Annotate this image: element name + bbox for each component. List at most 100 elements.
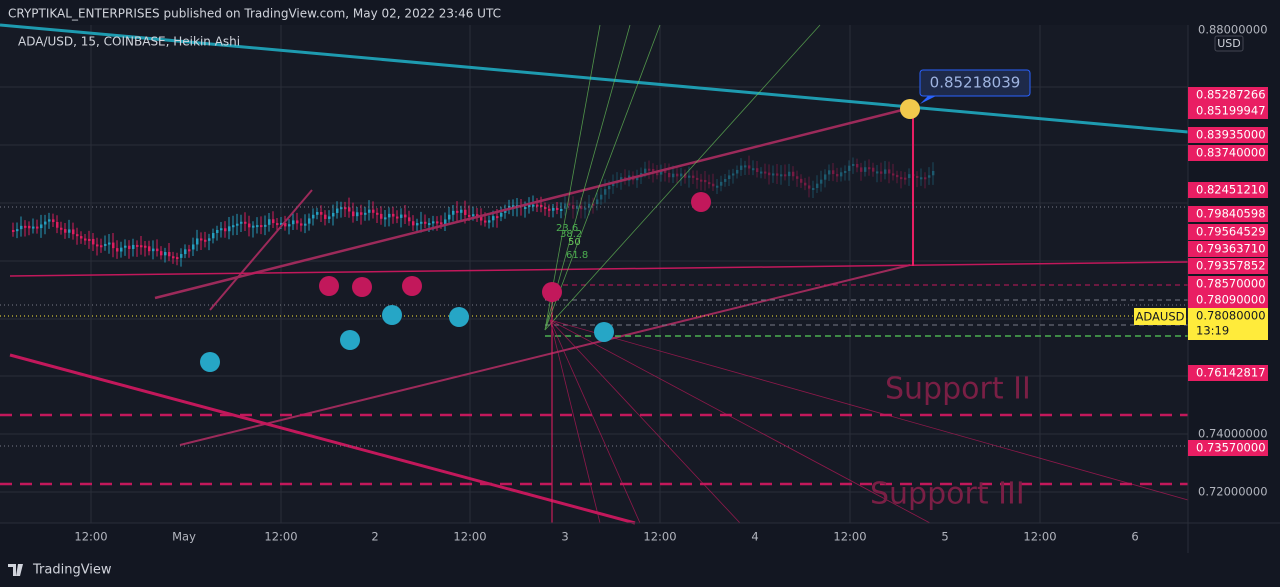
price-tag: 0.79357852: [1196, 259, 1266, 273]
candle: [144, 245, 147, 248]
candle: [288, 224, 291, 227]
price-tag: 0.78090000: [1196, 293, 1266, 307]
candle: [184, 249, 187, 255]
candle: [492, 216, 495, 221]
candle: [212, 233, 215, 239]
candle: [816, 183, 819, 189]
candle: [364, 212, 367, 215]
candle: [136, 244, 139, 247]
callout-box: [919, 69, 1031, 97]
candle: [796, 176, 799, 179]
time-label: 12:00: [264, 530, 297, 544]
candle: [792, 171, 795, 177]
price-tag: 0.73570000: [1196, 441, 1266, 455]
candle: [692, 175, 695, 178]
candle: [272, 219, 275, 224]
candle: [348, 207, 351, 212]
price-tag-box: [1188, 258, 1268, 274]
candle: [376, 212, 379, 215]
candle: [128, 245, 131, 249]
price-tag: 0.79363710: [1196, 242, 1266, 256]
candle: [536, 204, 539, 207]
candle: [20, 225, 23, 230]
candle: [104, 243, 107, 246]
candle: [812, 188, 815, 191]
candle: [464, 209, 467, 215]
candle: [896, 174, 899, 178]
candle: [52, 219, 55, 222]
candle: [888, 169, 891, 174]
candle: [840, 172, 843, 177]
drawings: [0, 23, 1189, 525]
candle: [176, 257, 179, 260]
price-label: 0.74000000: [1198, 427, 1268, 441]
candle: [532, 204, 535, 207]
price-tag-box: [1188, 224, 1268, 240]
logo: [8, 564, 23, 576]
price-tag-box: [1188, 87, 1268, 103]
candle: [564, 203, 567, 209]
time-label: 12:00: [1023, 530, 1056, 544]
candle: [844, 170, 847, 173]
candle: [872, 167, 875, 172]
candle: [544, 207, 547, 210]
candle: [28, 225, 31, 229]
candle: [668, 172, 671, 178]
callout-pointer: [920, 96, 936, 104]
candle: [476, 214, 479, 217]
callout: 0.85218039: [930, 74, 1021, 92]
candle: [596, 199, 599, 205]
candle: [428, 223, 431, 226]
candle: [284, 222, 287, 227]
price-tag-box: [1188, 292, 1268, 308]
candle: [620, 177, 623, 182]
candle: [876, 171, 879, 174]
time-label: 12:00: [453, 530, 486, 544]
candle: [332, 212, 335, 217]
candle: [644, 168, 647, 174]
candle: [560, 208, 563, 211]
candle: [60, 227, 63, 230]
candle: [24, 225, 27, 228]
last-price-box: [1188, 308, 1268, 340]
candle: [236, 223, 239, 226]
candle: [84, 238, 87, 241]
candle: [72, 229, 75, 235]
candle: [48, 219, 51, 222]
candle: [244, 221, 247, 224]
candle: [504, 209, 507, 213]
price-tag-box: [1188, 276, 1268, 292]
candle: [420, 221, 423, 224]
signals: [200, 99, 920, 372]
candle: [220, 228, 223, 231]
candle: [324, 214, 327, 219]
candle: [736, 169, 739, 174]
candle: [584, 207, 587, 210]
candle: [248, 223, 251, 228]
candle: [240, 221, 243, 224]
price-tag-box: [1188, 103, 1268, 119]
candle: [592, 203, 595, 206]
candle: [108, 242, 111, 245]
candle: [748, 165, 751, 169]
candle: [688, 175, 691, 178]
candle: [720, 181, 723, 186]
candle: [156, 248, 159, 252]
candle: [568, 203, 571, 206]
last-symbol-box: [1134, 308, 1186, 325]
candle: [716, 185, 719, 188]
time-label: 12:00: [833, 530, 866, 544]
candle: [68, 229, 71, 233]
currency-box: [1214, 35, 1244, 52]
footer: [0, 553, 1280, 587]
candle: [776, 173, 779, 176]
candle: [684, 173, 687, 178]
candle: [732, 173, 735, 176]
candle: [828, 170, 831, 175]
time-label: 12:00: [643, 530, 676, 544]
candle: [780, 174, 783, 177]
price-tag: 0.78570000: [1196, 277, 1266, 291]
candle: [884, 169, 887, 174]
